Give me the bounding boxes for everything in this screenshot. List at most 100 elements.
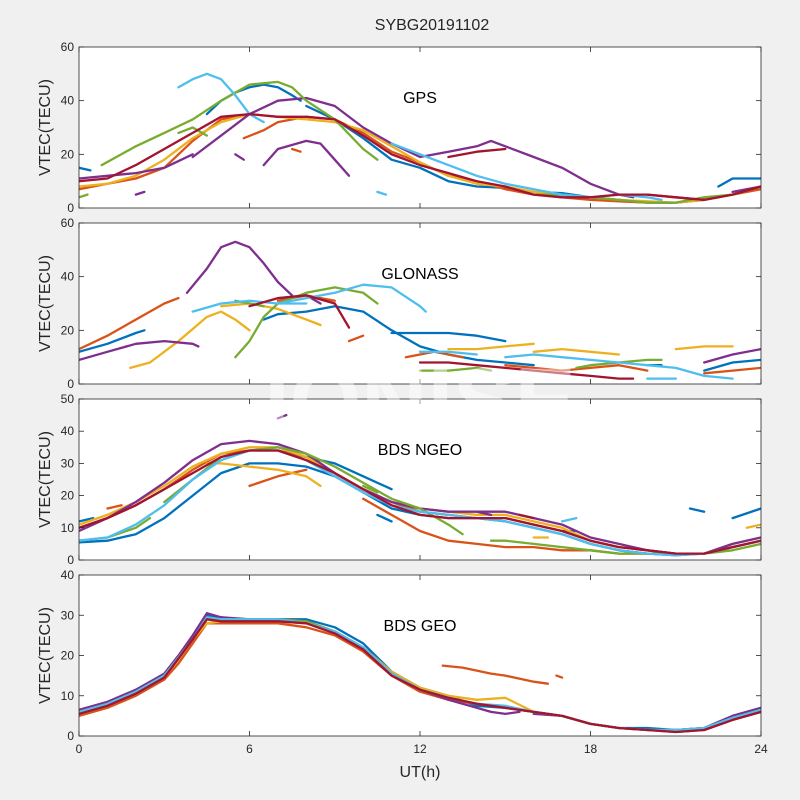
series-line-6-segment-1 [447,147,507,159]
panel-label: BDS GEO [384,618,457,635]
y-tick-label: 10 [61,521,75,535]
series-group [79,72,761,204]
y-tick-label: 20 [61,489,75,503]
y-tick-label: 60 [61,216,75,230]
series-line-2-segment-0 [79,112,761,204]
series-line-2-segment-1 [205,462,322,488]
panel-bds-ngeo: 0 10 20 30 40 50 VTEC(TECU) BDS NGEO [37,392,762,567]
series-line-0-segment-0 [79,166,92,172]
series-line-3-segment-0 [134,190,146,196]
series-line-0-segment-3 [717,177,761,188]
x-tick-label: 24 [754,742,768,756]
series-line-5-segment-0 [79,449,761,557]
series-group [79,612,761,734]
plot-area [79,575,761,736]
figure-title: SYBG20191102 [375,17,490,34]
series-line-2-segment-2 [447,342,535,351]
series-line-6-segment-1 [418,361,635,380]
y-tick-label: 30 [61,608,75,622]
series-line-0-segment-1 [262,305,535,367]
series-line-1-segment-2 [248,468,308,488]
series-line-1-segment-3 [504,364,649,372]
y-tick-label: 30 [61,456,75,470]
series-line-1-segment-2 [555,674,564,679]
series-line-2-segment-3 [532,347,621,356]
y-tick-label: 20 [61,649,75,663]
series-line-1-segment-1 [106,504,123,510]
series-line-6-segment-0 [248,294,351,329]
series-group [79,413,761,557]
series-line-2-segment-4 [674,345,734,351]
plot-area [79,223,761,384]
plot-area [79,47,761,208]
series-line-1-segment-1 [441,664,550,685]
y-tick-label: 60 [61,40,75,54]
series-line-0-segment-2 [390,331,507,343]
series-line-1-segment-0 [79,296,180,351]
y-tick-label: 0 [67,201,74,215]
panel-label: BDS NGEO [378,442,462,459]
y-tick-label: 20 [61,323,75,337]
panel-gps: 0 20 40 60 VTEC(TECU) GPS [37,40,762,215]
series-line-6-segment-2 [646,193,706,202]
y-tick-label: 40 [61,270,75,284]
y-tick-label: 40 [61,568,75,582]
y-axis-label: VTEC(TECU) [37,79,54,176]
x-tick-label: 0 [76,742,83,756]
series-line-4-segment-0 [234,286,379,359]
series-line-2-segment-3 [745,523,761,529]
series-line-1-segment-5 [347,334,365,343]
series-line-0-segment-1 [79,516,95,523]
y-tick-label: 0 [67,553,74,567]
series-line-3-segment-4 [262,139,351,177]
x-axis-label: UT(h) [400,764,441,781]
series-line-0-segment-5 [731,507,761,520]
series-group [79,240,761,380]
y-tick-label: 40 [61,424,75,438]
series-line-5-segment-3 [504,353,734,380]
series-line-3-segment-3 [234,153,245,161]
series-line-4-segment-2 [418,366,493,372]
series-line-0-segment-2 [376,513,393,523]
y-tick-label: 0 [67,729,74,743]
series-line-3-segment-0 [79,339,200,362]
y-axis-label: VTEC(TECU) [37,607,54,704]
y-tick-label: 40 [61,94,75,108]
series-line-2-segment-0 [129,310,251,370]
series-line-3-segment-2 [475,510,493,517]
series-line-0-segment-0 [79,329,146,353]
series-line-5-segment-1 [560,516,578,523]
series-line-4-segment-0 [79,193,89,199]
series-line-6-segment-0 [79,618,761,734]
series-line-0-segment-4 [703,358,761,372]
series-line-0-segment-4 [688,507,706,513]
series-line-6-segment-0 [79,449,761,555]
series-line-4-segment-2 [362,484,379,494]
panel-glonass: 0 20 40 60 VTEC(TECU) GLONASS [37,216,762,391]
series-line-1-segment-4 [703,366,761,375]
series-line-3-segment-3 [703,347,761,364]
series-line-3-segment-2 [191,96,635,199]
y-tick-label: 50 [61,392,75,406]
series-line-2-segment-1 [219,302,322,327]
y-axis-label: VTEC(TECU) [37,255,54,352]
x-tick-label: 6 [246,742,253,756]
panel-label: GLONASS [381,266,458,283]
series-line-5-segment-0 [191,283,427,313]
panel-label: GPS [403,90,437,107]
y-tick-label: 10 [61,689,75,703]
y-tick-label: 0 [67,377,74,391]
x-tick-label: 18 [584,742,598,756]
series-line-6-segment-1 [518,513,535,520]
series-line-1-segment-2 [290,147,302,153]
series-line-5-segment-2 [418,350,478,356]
series-line-3-segment-1 [276,413,288,420]
series-line-5-segment-2 [376,190,388,196]
series-line-3-segment-1 [79,153,194,180]
y-axis-label: VTEC(TECU) [37,431,54,528]
series-line-4-segment-2 [177,126,209,137]
y-tick-label: 20 [61,147,75,161]
series-line-4-segment-1 [100,80,379,167]
